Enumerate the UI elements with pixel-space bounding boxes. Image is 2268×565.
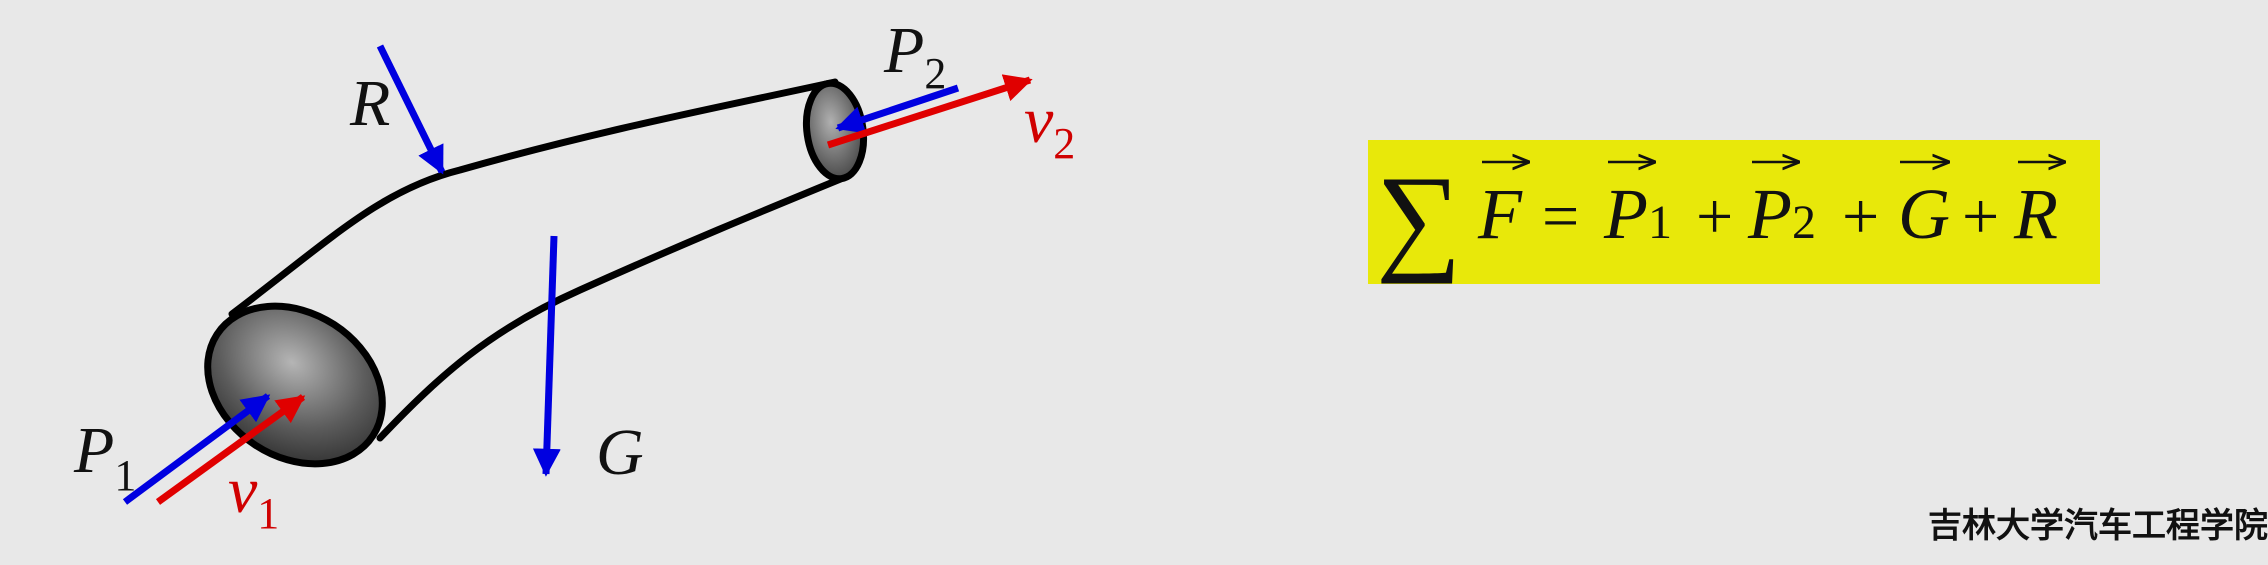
label-v2-main: v — [1024, 84, 1054, 157]
label-P1-main: P — [73, 414, 114, 487]
force-G-arrow — [532, 235, 561, 477]
outlet-cross-section — [802, 79, 868, 183]
term-P2-sub: 2 — [1792, 196, 1816, 249]
term-P1-main: P — [1603, 174, 1648, 254]
force-P2-arrow — [835, 84, 960, 134]
pipe-upper-wall — [228, 78, 839, 318]
institution-footer: 吉林大学汽车工程学院 — [1928, 507, 2268, 545]
inlet-cross-section — [204, 302, 386, 468]
plus-sign-3: + — [1962, 180, 1999, 253]
label-P1: P1 — [73, 414, 136, 500]
label-v1-main: v — [228, 454, 258, 527]
velocity-v2-arrow — [826, 74, 1033, 149]
term-R: R — [2013, 174, 2058, 254]
label-G: G — [596, 416, 644, 489]
force-P1-arrow — [122, 393, 271, 505]
label-P2-sub: 2 — [924, 49, 946, 98]
term-P2: P2 — [1747, 174, 1816, 254]
sum-symbol: ∑ — [1376, 151, 1462, 284]
label-P2: P2 — [883, 14, 946, 98]
term-G: G — [1898, 174, 1950, 254]
label-v1: v1 — [228, 454, 279, 538]
control-volume-diagram: R G P1 v1 P2 v2 — [73, 14, 1075, 538]
label-P2-main: P — [883, 14, 924, 87]
label-v2-sub: 2 — [1053, 119, 1075, 168]
label-v2: v2 — [1024, 84, 1075, 168]
term-F: F — [1477, 174, 1523, 254]
force-R-arrow — [376, 44, 446, 175]
velocity-v1-arrow — [155, 394, 306, 505]
term-P1-sub: 1 — [1648, 196, 1672, 249]
equation-svg: ∑ F = P1 + P2 + G + R — [1376, 151, 2100, 284]
equals-sign: = — [1542, 180, 1579, 253]
term-P2-main: P — [1747, 174, 1792, 254]
term-P1: P1 — [1603, 174, 1672, 254]
plus-sign-2: + — [1842, 180, 1879, 253]
label-P1-sub: 1 — [114, 451, 136, 500]
label-v1-sub: 1 — [257, 489, 279, 538]
momentum-equation: ∑ F = P1 + P2 + G + R — [1368, 140, 2100, 284]
label-R: R — [349, 67, 390, 140]
pipe-lower-wall — [376, 174, 847, 442]
plus-sign-1: + — [1696, 180, 1733, 253]
